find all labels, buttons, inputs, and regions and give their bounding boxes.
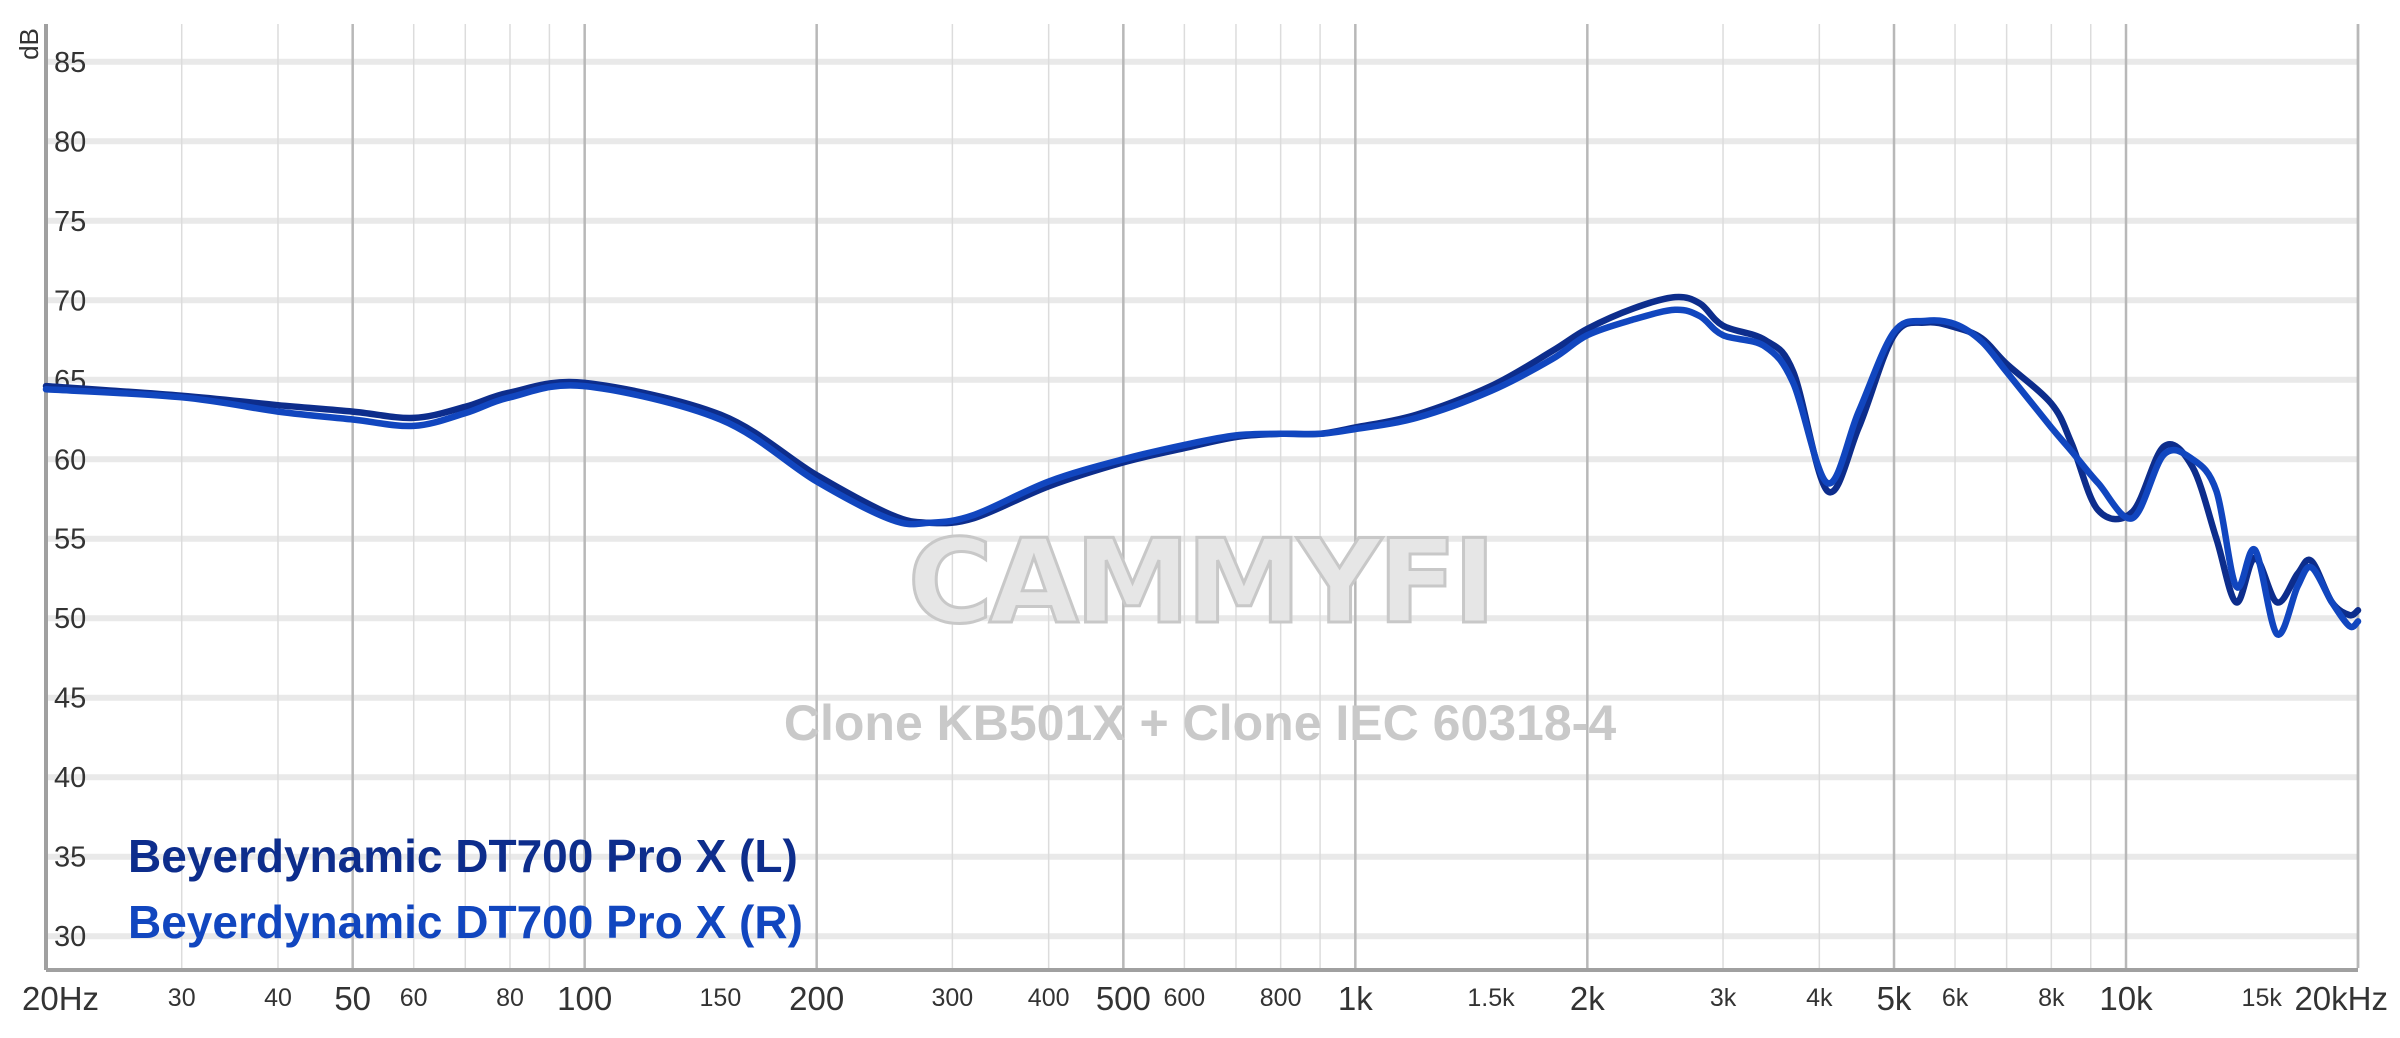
series-line-left bbox=[42, 293, 2362, 619]
x-tick-label: 6k bbox=[1942, 984, 1969, 1012]
x-tick-label: 4k bbox=[1806, 984, 1833, 1012]
x-tick-label: 80 bbox=[496, 984, 524, 1012]
x-tick-label: 200 bbox=[789, 980, 844, 1017]
y-tick-label: 30 bbox=[54, 921, 86, 953]
x-tick-label: 400 bbox=[1028, 984, 1070, 1012]
x-tick-label: 5k bbox=[1877, 980, 1912, 1017]
y-tick-label: 35 bbox=[54, 842, 86, 874]
x-tick-label: 500 bbox=[1096, 980, 1151, 1017]
x-tick-label: 2k bbox=[1570, 980, 1605, 1017]
x-tick-label: 60 bbox=[400, 984, 428, 1012]
measurement-rig-label: Clone KB501X + Clone IEC 60318-4 bbox=[784, 695, 1616, 751]
y-tick-label: 60 bbox=[54, 444, 86, 476]
x-tick-label: 1.5k bbox=[1467, 984, 1515, 1012]
legend-entry-right: Beyerdynamic DT700 Pro X (R) bbox=[128, 896, 803, 948]
x-axis: 20Hz 30 40 50 60 80 100 150 200 300 400 500 600 800 1k… bbox=[22, 980, 2388, 1017]
series-line-right bbox=[42, 306, 2362, 638]
x-tick-label: 15k bbox=[2242, 984, 2283, 1012]
curves bbox=[42, 293, 2362, 638]
legend: Beyerdynamic DT700 Pro X (L) Beyerdynamic… bbox=[128, 830, 803, 948]
legend-entry-left: Beyerdynamic DT700 Pro X (L) bbox=[128, 830, 798, 882]
x-tick-label: 800 bbox=[1260, 984, 1302, 1012]
x-tick-label: 1k bbox=[1338, 980, 1373, 1017]
x-tick-label: 8k bbox=[2038, 984, 2065, 1012]
x-tick-label: 3k bbox=[1710, 984, 1737, 1012]
x-tick-label: 100 bbox=[557, 980, 612, 1017]
watermark: CAMMYFI bbox=[908, 515, 1492, 650]
y-tick-label: 40 bbox=[54, 762, 86, 794]
y-tick-label: 75 bbox=[54, 206, 86, 238]
x-tick-label: 10k bbox=[2099, 980, 2153, 1017]
x-tick-label: 30 bbox=[168, 984, 196, 1012]
x-tick-label: 20Hz bbox=[22, 980, 99, 1017]
y-tick-label: 45 bbox=[54, 683, 86, 715]
x-tick-label: 600 bbox=[1164, 984, 1206, 1012]
y-tick-label: 55 bbox=[54, 524, 86, 556]
x-tick-label: 40 bbox=[264, 984, 292, 1012]
x-tick-label: 20kHz bbox=[2294, 980, 2388, 1017]
y-tick-label: 85 bbox=[54, 47, 86, 79]
x-tick-label: 300 bbox=[932, 984, 974, 1012]
y-tick-label: 50 bbox=[54, 603, 86, 635]
y-tick-label: 80 bbox=[54, 126, 86, 158]
x-tick-label: 150 bbox=[700, 984, 742, 1012]
grid bbox=[44, 24, 2360, 972]
y-axis-unit: dB bbox=[14, 28, 44, 60]
y-tick-label: 70 bbox=[54, 285, 86, 317]
x-tick-label: 50 bbox=[334, 980, 371, 1017]
